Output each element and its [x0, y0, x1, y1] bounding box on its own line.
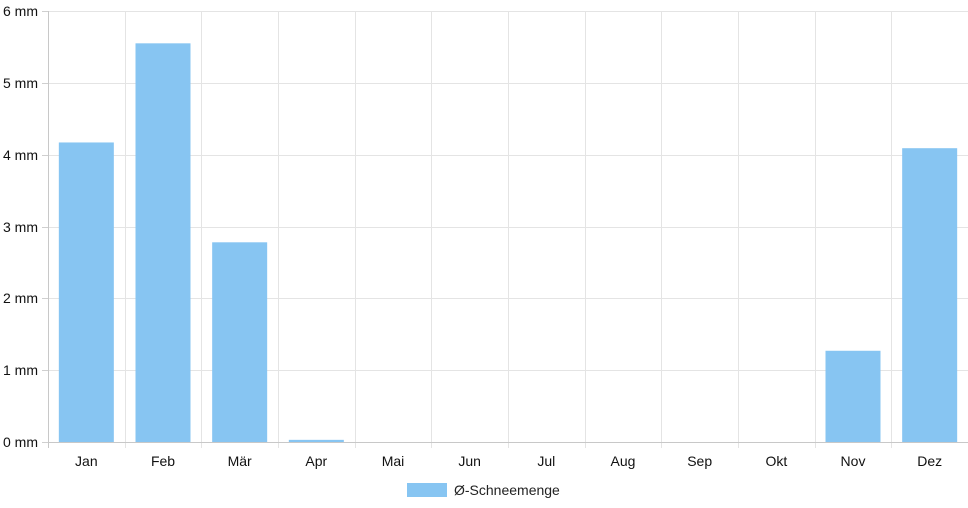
bar-apr[interactable] [288, 439, 344, 442]
legend-label[interactable]: Ø-Schneemenge [454, 482, 560, 498]
x-tick-label: Dez [917, 453, 942, 469]
x-tick-label: Nov [841, 453, 866, 469]
grid-lines [48, 11, 968, 448]
x-tick-label: Aug [611, 453, 636, 469]
x-tick-label: Feb [151, 453, 175, 469]
legend-swatch[interactable] [407, 483, 447, 497]
y-tick-label: 2 mm [3, 290, 38, 306]
x-tick-label: Jul [537, 453, 555, 469]
x-tick-labels: Jan Feb Mär Apr Mai Jun Jul Aug Sep Okt Nov Dez [75, 453, 942, 469]
x-tick-label: Mai [382, 453, 405, 469]
bars [58, 43, 958, 442]
bar-mär[interactable] [212, 242, 268, 442]
legend[interactable]: Ø-Schneemenge [407, 482, 560, 498]
x-tick-label: Apr [305, 453, 327, 469]
y-tick-labels: 0 mm 1 mm 2 mm 3 mm 4 mm 5 mm 6 mm [3, 3, 38, 450]
x-tick-label: Jan [75, 453, 98, 469]
x-tick-label: Jun [458, 453, 481, 469]
bar-jan[interactable] [58, 142, 114, 442]
x-tick-label: Okt [765, 453, 787, 469]
bar-dez[interactable] [902, 148, 958, 442]
bar-nov[interactable] [825, 350, 881, 442]
bar-feb[interactable] [135, 43, 191, 442]
y-tick-label: 0 mm [3, 434, 38, 450]
y-tick-label: 4 mm [3, 147, 38, 163]
y-tick-label: 5 mm [3, 75, 38, 91]
x-tick-label: Mär [228, 453, 252, 469]
axes [42, 11, 968, 448]
x-tick-label: Sep [687, 453, 712, 469]
y-tick-label: 6 mm [3, 3, 38, 19]
y-tick-label: 3 mm [3, 219, 38, 235]
y-tick-label: 1 mm [3, 362, 38, 378]
